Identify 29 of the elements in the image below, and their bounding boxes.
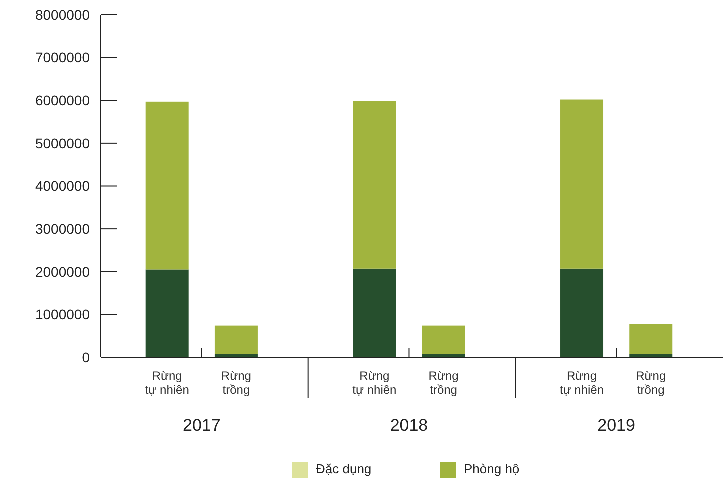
x-tick-label: Rừng trồng bbox=[428, 369, 459, 397]
y-tick-label: 0 bbox=[82, 349, 90, 366]
x-tick-label: Rừng trồng bbox=[221, 369, 252, 397]
text: 2019 bbox=[598, 416, 636, 435]
y-tick-label: 6000000 bbox=[35, 92, 90, 109]
bar bbox=[560, 100, 604, 269]
bar bbox=[630, 324, 673, 354]
bar bbox=[146, 102, 189, 270]
bar bbox=[214, 326, 258, 354]
legend-label: Đặc dụng bbox=[316, 461, 372, 476]
x-tick-label: Rừng tự nhiên bbox=[352, 369, 397, 397]
text: 2017 bbox=[182, 416, 221, 435]
y-tick-label: 3000000 bbox=[35, 220, 90, 237]
y-tick-label: 1000000 bbox=[35, 306, 90, 323]
x-tick-label: Rừng trồng bbox=[636, 369, 666, 397]
x-tick-label: Rừng tự nhiên bbox=[145, 369, 190, 397]
y-tick-label: 8000000 bbox=[35, 6, 90, 23]
x-tick-label: Rừng tự nhiên bbox=[560, 369, 604, 397]
y-tick-label: 4000000 bbox=[35, 178, 90, 194]
y-tick-label: 5000000 bbox=[35, 135, 90, 152]
bar bbox=[353, 101, 396, 269]
y-tick-label: 2000000 bbox=[35, 264, 90, 280]
text: 2018 bbox=[390, 416, 428, 435]
bar bbox=[146, 270, 189, 358]
bar bbox=[560, 268, 604, 358]
bar bbox=[422, 326, 466, 354]
legend-label: Phòng hộ bbox=[464, 461, 520, 476]
y-tick-label: 7000000 bbox=[35, 50, 90, 66]
bar bbox=[353, 268, 396, 358]
